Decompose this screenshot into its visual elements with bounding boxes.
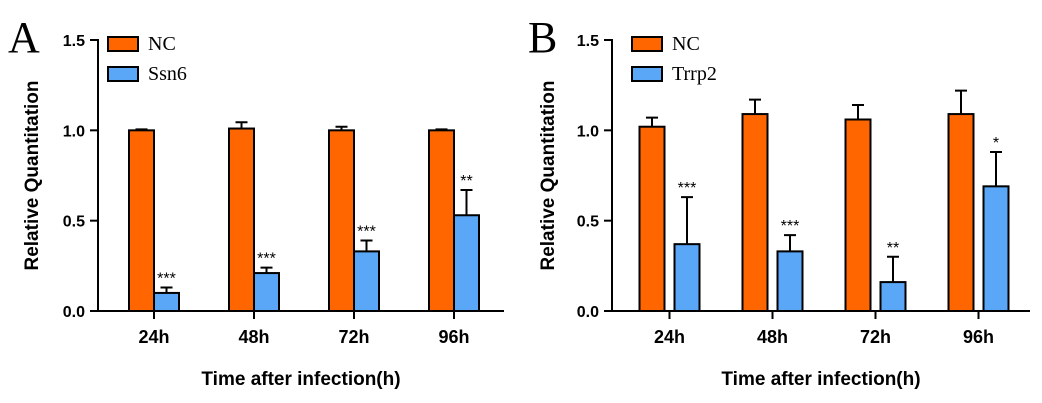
bar-nc-72h	[844, 118, 872, 312]
error-bar-ssn6-72h	[360, 239, 373, 252]
bar-ssn6-48h	[253, 272, 280, 312]
error-bar-nc-24h	[646, 116, 658, 127]
legend-swatch-0	[631, 36, 663, 52]
error-bar-trrp2-96h	[990, 151, 1002, 187]
bar-trrp2-24h	[673, 243, 701, 312]
legend-swatch-1	[631, 66, 663, 82]
bar-nc-72h	[328, 129, 355, 312]
x-tick-label: 72h	[860, 327, 891, 347]
legend-label: Ssn6	[148, 63, 187, 85]
x-tick-label: 24h	[654, 327, 685, 347]
error-bar-ssn6-24h	[160, 286, 173, 293]
y-tick-label: 1.5	[63, 33, 85, 50]
error-bar-nc-48h	[235, 121, 248, 129]
x-tick-label: 24h	[138, 327, 169, 347]
significance-label: *	[993, 135, 999, 152]
x-axis-title: Time after infection(h)	[201, 369, 400, 390]
significance-label: ***	[357, 224, 376, 241]
y-axis-title: Relative Quantitation	[22, 80, 43, 270]
bar-nc-48h	[228, 127, 255, 312]
error-bar-nc-96h	[955, 89, 967, 115]
bar-nc-48h	[741, 113, 769, 312]
y-tick-label: 1.0	[577, 123, 599, 140]
error-bar-nc-48h	[749, 98, 761, 115]
bar-nc-24h	[128, 129, 155, 312]
bar-trrp2-96h	[982, 185, 1010, 312]
x-tick-label: 96h	[963, 327, 994, 347]
y-tick-label: 0.0	[577, 304, 599, 321]
x-tick-label: 96h	[438, 327, 469, 347]
bar-trrp2-48h	[776, 250, 804, 313]
error-bar-trrp2-24h	[681, 196, 693, 245]
legend-label: Trrp2	[672, 63, 717, 85]
legend: NC Trrp2	[631, 33, 717, 85]
bar-nc-96h	[947, 113, 975, 312]
significance-label: ***	[781, 218, 800, 235]
y-tick-label: 0.5	[63, 214, 85, 231]
y-axis-title: Relative Quantitation	[538, 80, 559, 270]
chart-panel-b: B 0.0 0.5 1.0 1.5 *** 24h *** 48h ** 72h * 96h Time a…	[528, 13, 1030, 390]
y-tick-label: 1.0	[63, 123, 85, 140]
error-bar-ssn6-48h	[260, 266, 273, 274]
significance-label: **	[460, 173, 472, 190]
x-axis-title: Time after infection(h)	[721, 369, 920, 390]
x-tick-label: 48h	[238, 327, 269, 347]
bar-ssn6-72h	[353, 250, 380, 313]
panel-letter: A	[8, 13, 40, 62]
error-bar-trrp2-48h	[784, 234, 796, 252]
significance-label: ***	[257, 251, 276, 268]
error-bar-nc-24h	[135, 128, 148, 131]
bar-ssn6-96h	[453, 214, 480, 313]
bar-ssn6-24h	[153, 291, 180, 312]
significance-label: **	[887, 240, 899, 257]
legend-swatch-0	[107, 36, 139, 52]
legend: NC Ssn6	[107, 33, 187, 85]
y-tick-label: 0.5	[577, 214, 599, 231]
error-bar-nc-96h	[435, 128, 448, 131]
bar-nc-24h	[638, 125, 666, 312]
significance-label: ***	[678, 180, 697, 197]
error-bar-ssn6-96h	[460, 188, 473, 216]
y-tick-label: 1.5	[577, 33, 599, 50]
significance-label: ***	[157, 271, 176, 288]
error-bar-nc-72h	[335, 125, 348, 131]
y-tick-label: 0.0	[63, 304, 85, 321]
x-tick-label: 48h	[757, 327, 788, 347]
bar-nc-96h	[428, 129, 455, 312]
chart-panel-a: A 0.0 0.5 1.0 1.5 *** 24h *** 48h *** 72h ** 96h Time…	[8, 13, 504, 390]
error-bar-nc-72h	[852, 104, 864, 120]
legend-swatch-1	[107, 66, 139, 82]
error-bar-trrp2-72h	[887, 255, 899, 283]
legend-label: NC	[672, 33, 700, 55]
legend-label: NC	[148, 33, 176, 55]
bar-trrp2-72h	[879, 281, 907, 312]
x-tick-label: 72h	[338, 327, 369, 347]
panel-letter: B	[528, 13, 557, 62]
